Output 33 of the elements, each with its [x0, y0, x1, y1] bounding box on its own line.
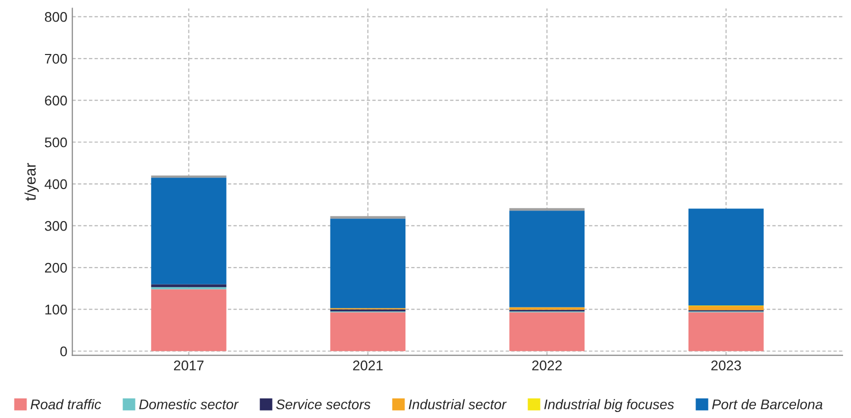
- y-tick-label: 400: [44, 179, 67, 190]
- y-tick-label: 500: [44, 137, 67, 148]
- bar: [509, 307, 585, 310]
- x-tick-label: 2017: [174, 360, 204, 370]
- bar: [151, 178, 226, 284]
- bar: [688, 312, 764, 352]
- y-tick-label: 300: [44, 221, 67, 231]
- legend-label: Industrial sector: [408, 399, 507, 410]
- x-tick-label: 2023: [711, 360, 741, 370]
- bar: [151, 289, 226, 352]
- y-tick-label: 200: [45, 262, 67, 273]
- x-tick-label: 2022: [532, 360, 562, 370]
- legend-label: Domestic sector: [139, 399, 239, 410]
- y-axis-title: t/year: [24, 162, 39, 201]
- y-tick-label: 800: [44, 12, 67, 22]
- legend-label: Road traffic: [30, 399, 102, 410]
- bar: [688, 306, 764, 310]
- bar: [509, 208, 585, 211]
- bar: [509, 312, 585, 352]
- y-tick-label: 100: [45, 304, 67, 314]
- y-tick-label: 700: [45, 54, 67, 64]
- y-tick-label: 600: [45, 96, 67, 106]
- bar: [509, 210, 585, 308]
- legend-label: Port de Barcelona: [712, 399, 822, 410]
- legend-label: Service sectors: [276, 399, 370, 410]
- bar: [151, 284, 226, 288]
- bar: [330, 312, 406, 352]
- y-tick-label: 0: [60, 346, 67, 356]
- bar: [330, 218, 406, 308]
- bar: [688, 208, 764, 306]
- legend-label: Industrial big focuses: [544, 399, 674, 412]
- bar: [330, 216, 406, 219]
- x-tick-label: 2021: [353, 360, 383, 370]
